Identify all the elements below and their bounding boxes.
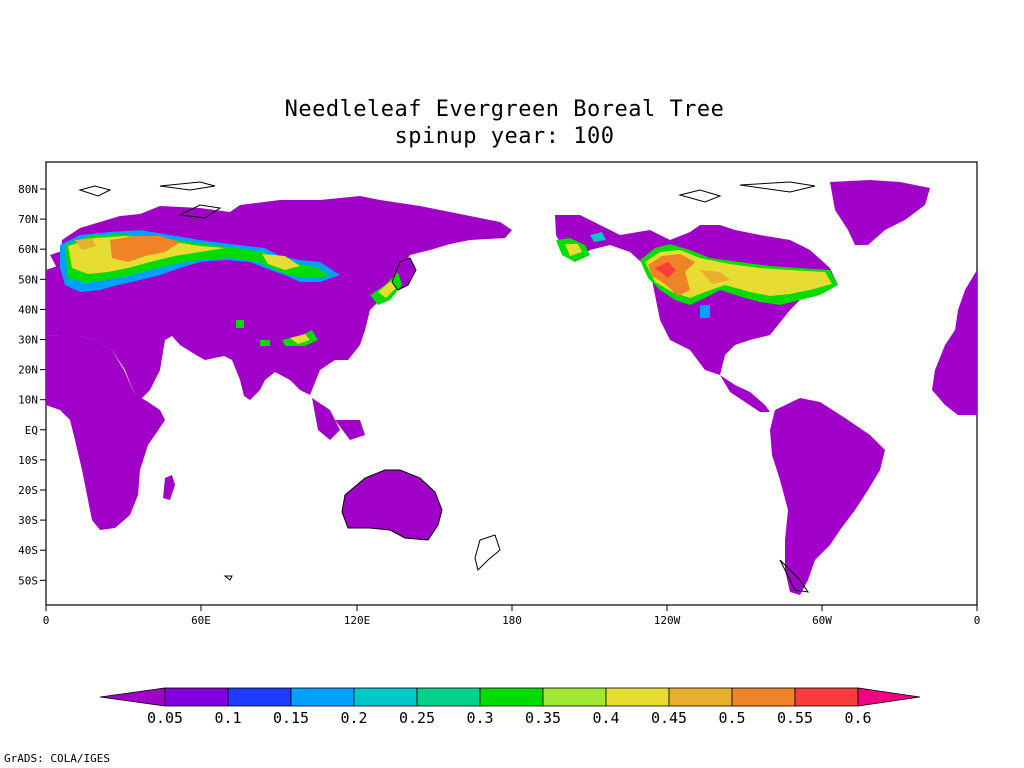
colorbar-swatch — [668, 687, 733, 707]
lat-label: 50S — [18, 574, 38, 587]
land-africa-east-wrap — [932, 270, 977, 415]
colorbar-swatch — [479, 687, 544, 707]
colorbar-swatch — [731, 687, 796, 707]
colorbar-label: 0.35 — [525, 709, 561, 727]
map-title: Needleleaf Evergreen Boreal Tree — [284, 97, 725, 122]
colorbar-swatch — [605, 687, 670, 707]
colorbar-label: 0.3 — [466, 709, 493, 727]
lat-label: 50N — [18, 273, 38, 286]
colorbar-swatch — [542, 687, 607, 707]
lon-label: 180 — [502, 614, 522, 627]
lon-label: 120W — [654, 614, 681, 627]
grads-credit: GrADS: COLA/IGES — [4, 752, 110, 765]
land-south-america — [770, 398, 885, 595]
lat-label: 60N — [18, 243, 38, 256]
lat-label: 10S — [18, 454, 38, 467]
lat-label: 20S — [18, 484, 38, 497]
lon-label: 120E — [344, 614, 371, 627]
lon-label: 0 — [974, 614, 981, 627]
lat-label: 30N — [18, 334, 38, 347]
colorbar-label: 0.25 — [399, 709, 435, 727]
colorbar-label: 0.05 — [147, 709, 183, 727]
colorbar-label: 0.4 — [592, 709, 619, 727]
colorbar-swatch — [227, 687, 292, 707]
colorbar-label: 0.5 — [718, 709, 745, 727]
colorbar-label: 0.1 — [214, 709, 241, 727]
colorbar-label: 0.45 — [651, 709, 687, 727]
colorbar-label: 0.2 — [340, 709, 367, 727]
lon-label: 60E — [191, 614, 211, 627]
lat-label: 40S — [18, 544, 38, 557]
map-subtitle: spinup year: 100 — [394, 124, 615, 149]
lat-label: 40N — [18, 303, 38, 316]
boreal-patches — [60, 230, 838, 346]
colorbar-label: 0.6 — [844, 709, 871, 727]
longitude-axis: 0 60E 120E 180 120W 60W 0 — [43, 605, 981, 627]
land-australia — [342, 470, 442, 540]
colorbar-swatch — [794, 687, 859, 707]
lat-label: 20N — [18, 364, 38, 377]
colorbar-label: 0.15 — [273, 709, 309, 727]
lat-label: 80N — [18, 183, 38, 196]
land-se-asia — [312, 398, 365, 440]
land-central-america — [720, 375, 770, 412]
colorbar: 0.05 0.1 0.15 0.2 0.25 0.3 0.35 0.4 0.45 0.5 0.55 0… — [99, 687, 921, 727]
lat-label: 70N — [18, 213, 38, 226]
lon-label: 60W — [812, 614, 832, 627]
colorbar-swatch — [290, 687, 355, 707]
coastlines — [78, 181, 816, 593]
colorbar-low-arrow — [99, 687, 166, 707]
colorbar-label: 0.55 — [777, 709, 813, 727]
colorbar-swatch — [353, 687, 418, 707]
colorbar-swatch — [416, 687, 481, 707]
land-madagascar — [163, 475, 175, 500]
lat-label: 10N — [18, 394, 38, 407]
lat-label: 30S — [18, 514, 38, 527]
colorbar-swatch — [164, 687, 229, 707]
land-greenland — [830, 180, 930, 245]
latitude-axis: 80N 70N 60N 50N 40N 30N 20N 10N EQ 10S 20S 30S 40S 50… — [18, 183, 46, 587]
land-africa — [46, 335, 165, 530]
lon-label: 0 — [43, 614, 50, 627]
colorbar-high-arrow — [857, 687, 921, 707]
lat-label: EQ — [25, 424, 38, 437]
